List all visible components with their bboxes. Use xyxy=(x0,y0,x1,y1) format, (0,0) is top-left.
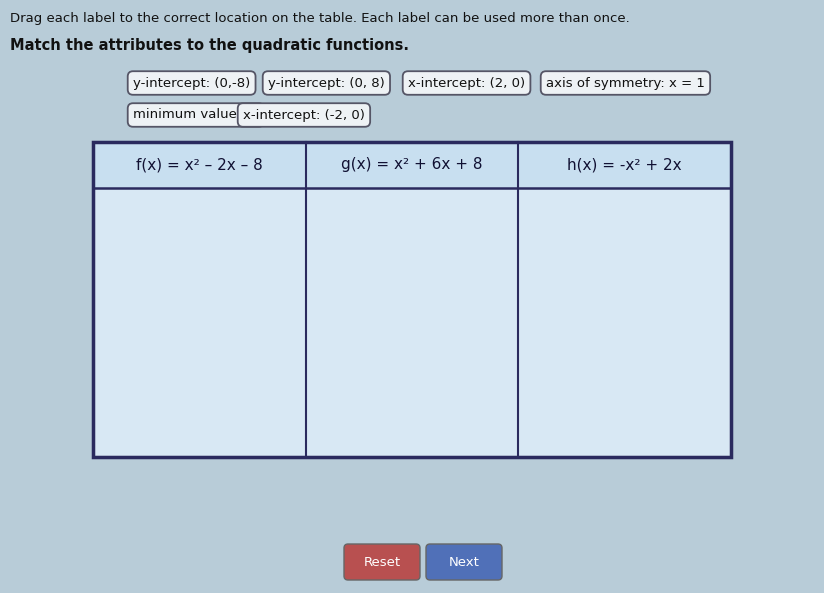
Text: Reset: Reset xyxy=(363,556,400,569)
Text: minimum value: -1: minimum value: -1 xyxy=(133,109,259,122)
Text: x-intercept: (2, 0): x-intercept: (2, 0) xyxy=(408,76,525,90)
Text: f(x) = x² – 2x – 8: f(x) = x² – 2x – 8 xyxy=(136,158,263,173)
Text: y-intercept: (0,-8): y-intercept: (0,-8) xyxy=(133,76,250,90)
Bar xyxy=(93,142,731,457)
Text: Next: Next xyxy=(448,556,480,569)
Text: h(x) = -x² + 2x: h(x) = -x² + 2x xyxy=(568,158,682,173)
Text: Drag each label to the correct location on the table. Each label can be used mor: Drag each label to the correct location … xyxy=(10,12,630,25)
FancyBboxPatch shape xyxy=(344,544,420,580)
Text: x-intercept: (-2, 0): x-intercept: (-2, 0) xyxy=(243,109,365,122)
Bar xyxy=(93,142,731,188)
Text: axis of symmetry: x = 1: axis of symmetry: x = 1 xyxy=(546,76,705,90)
Text: y-intercept: (0, 8): y-intercept: (0, 8) xyxy=(268,76,385,90)
Text: g(x) = x² + 6x + 8: g(x) = x² + 6x + 8 xyxy=(341,158,483,173)
Text: Match the attributes to the quadratic functions.: Match the attributes to the quadratic fu… xyxy=(10,38,409,53)
Bar xyxy=(93,142,731,457)
FancyBboxPatch shape xyxy=(426,544,502,580)
